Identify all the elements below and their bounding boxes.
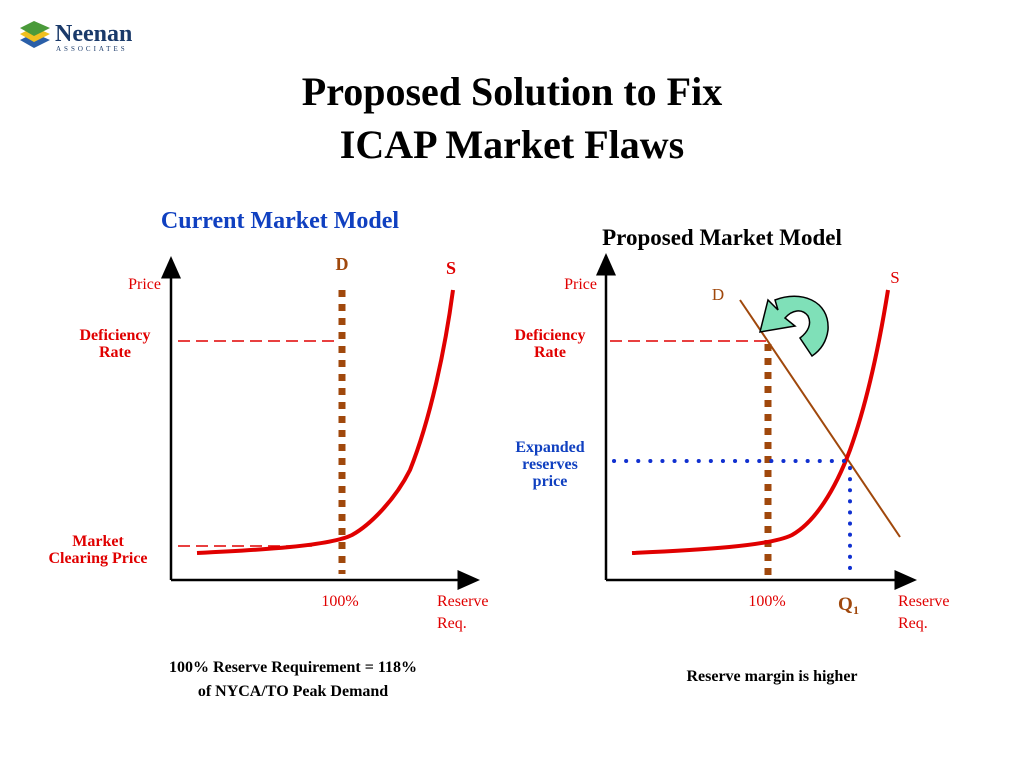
supply-curve: [196, 289, 455, 555]
label: Expanded: [515, 439, 584, 456]
panel-title: Current Market Model: [161, 208, 399, 234]
logo-subtitle: ASSOCIATES: [56, 45, 128, 53]
supply-label: S: [890, 268, 899, 287]
axis-label: Price: [128, 276, 161, 293]
logo-name: Neenan: [55, 21, 132, 47]
label: Rate: [534, 344, 566, 361]
title: Proposed Solution to Fix: [302, 69, 722, 114]
axis-label: Req.: [898, 615, 928, 632]
curved-arrow: [758, 295, 829, 358]
caption: of NYCA/TO Peak Demand: [198, 683, 388, 700]
label: Clearing Price: [48, 550, 147, 567]
label: Rate: [99, 344, 131, 361]
x-mark-label: 100%: [748, 593, 785, 610]
caption: Reserve margin is higher: [686, 668, 857, 685]
axis-label: Req.: [437, 615, 467, 632]
label: Deficiency: [79, 327, 150, 344]
label: Deficiency: [514, 327, 585, 344]
label: reserves: [522, 456, 578, 473]
q-label: Q: [838, 594, 853, 615]
supply-curve: [631, 289, 890, 555]
demand-label: D: [712, 285, 724, 304]
x-mark-label: 100%: [321, 593, 358, 610]
axis-label: Price: [564, 276, 597, 293]
axis-label: Reserve: [898, 593, 950, 610]
label: Market: [72, 533, 124, 550]
supply-label: S: [446, 258, 456, 278]
axis-label: Reserve: [437, 593, 489, 610]
caption: 100% Reserve Requirement = 118%: [169, 659, 417, 676]
demand-label: D: [336, 254, 349, 274]
label: price: [533, 473, 568, 490]
q-subscript: 1: [853, 603, 859, 617]
logo: Neenan ASSOCIATES: [20, 21, 132, 53]
demand-line: [739, 299, 901, 538]
panel-title: Proposed Market Model: [602, 225, 842, 250]
title: ICAP Market Flaws: [340, 122, 684, 167]
